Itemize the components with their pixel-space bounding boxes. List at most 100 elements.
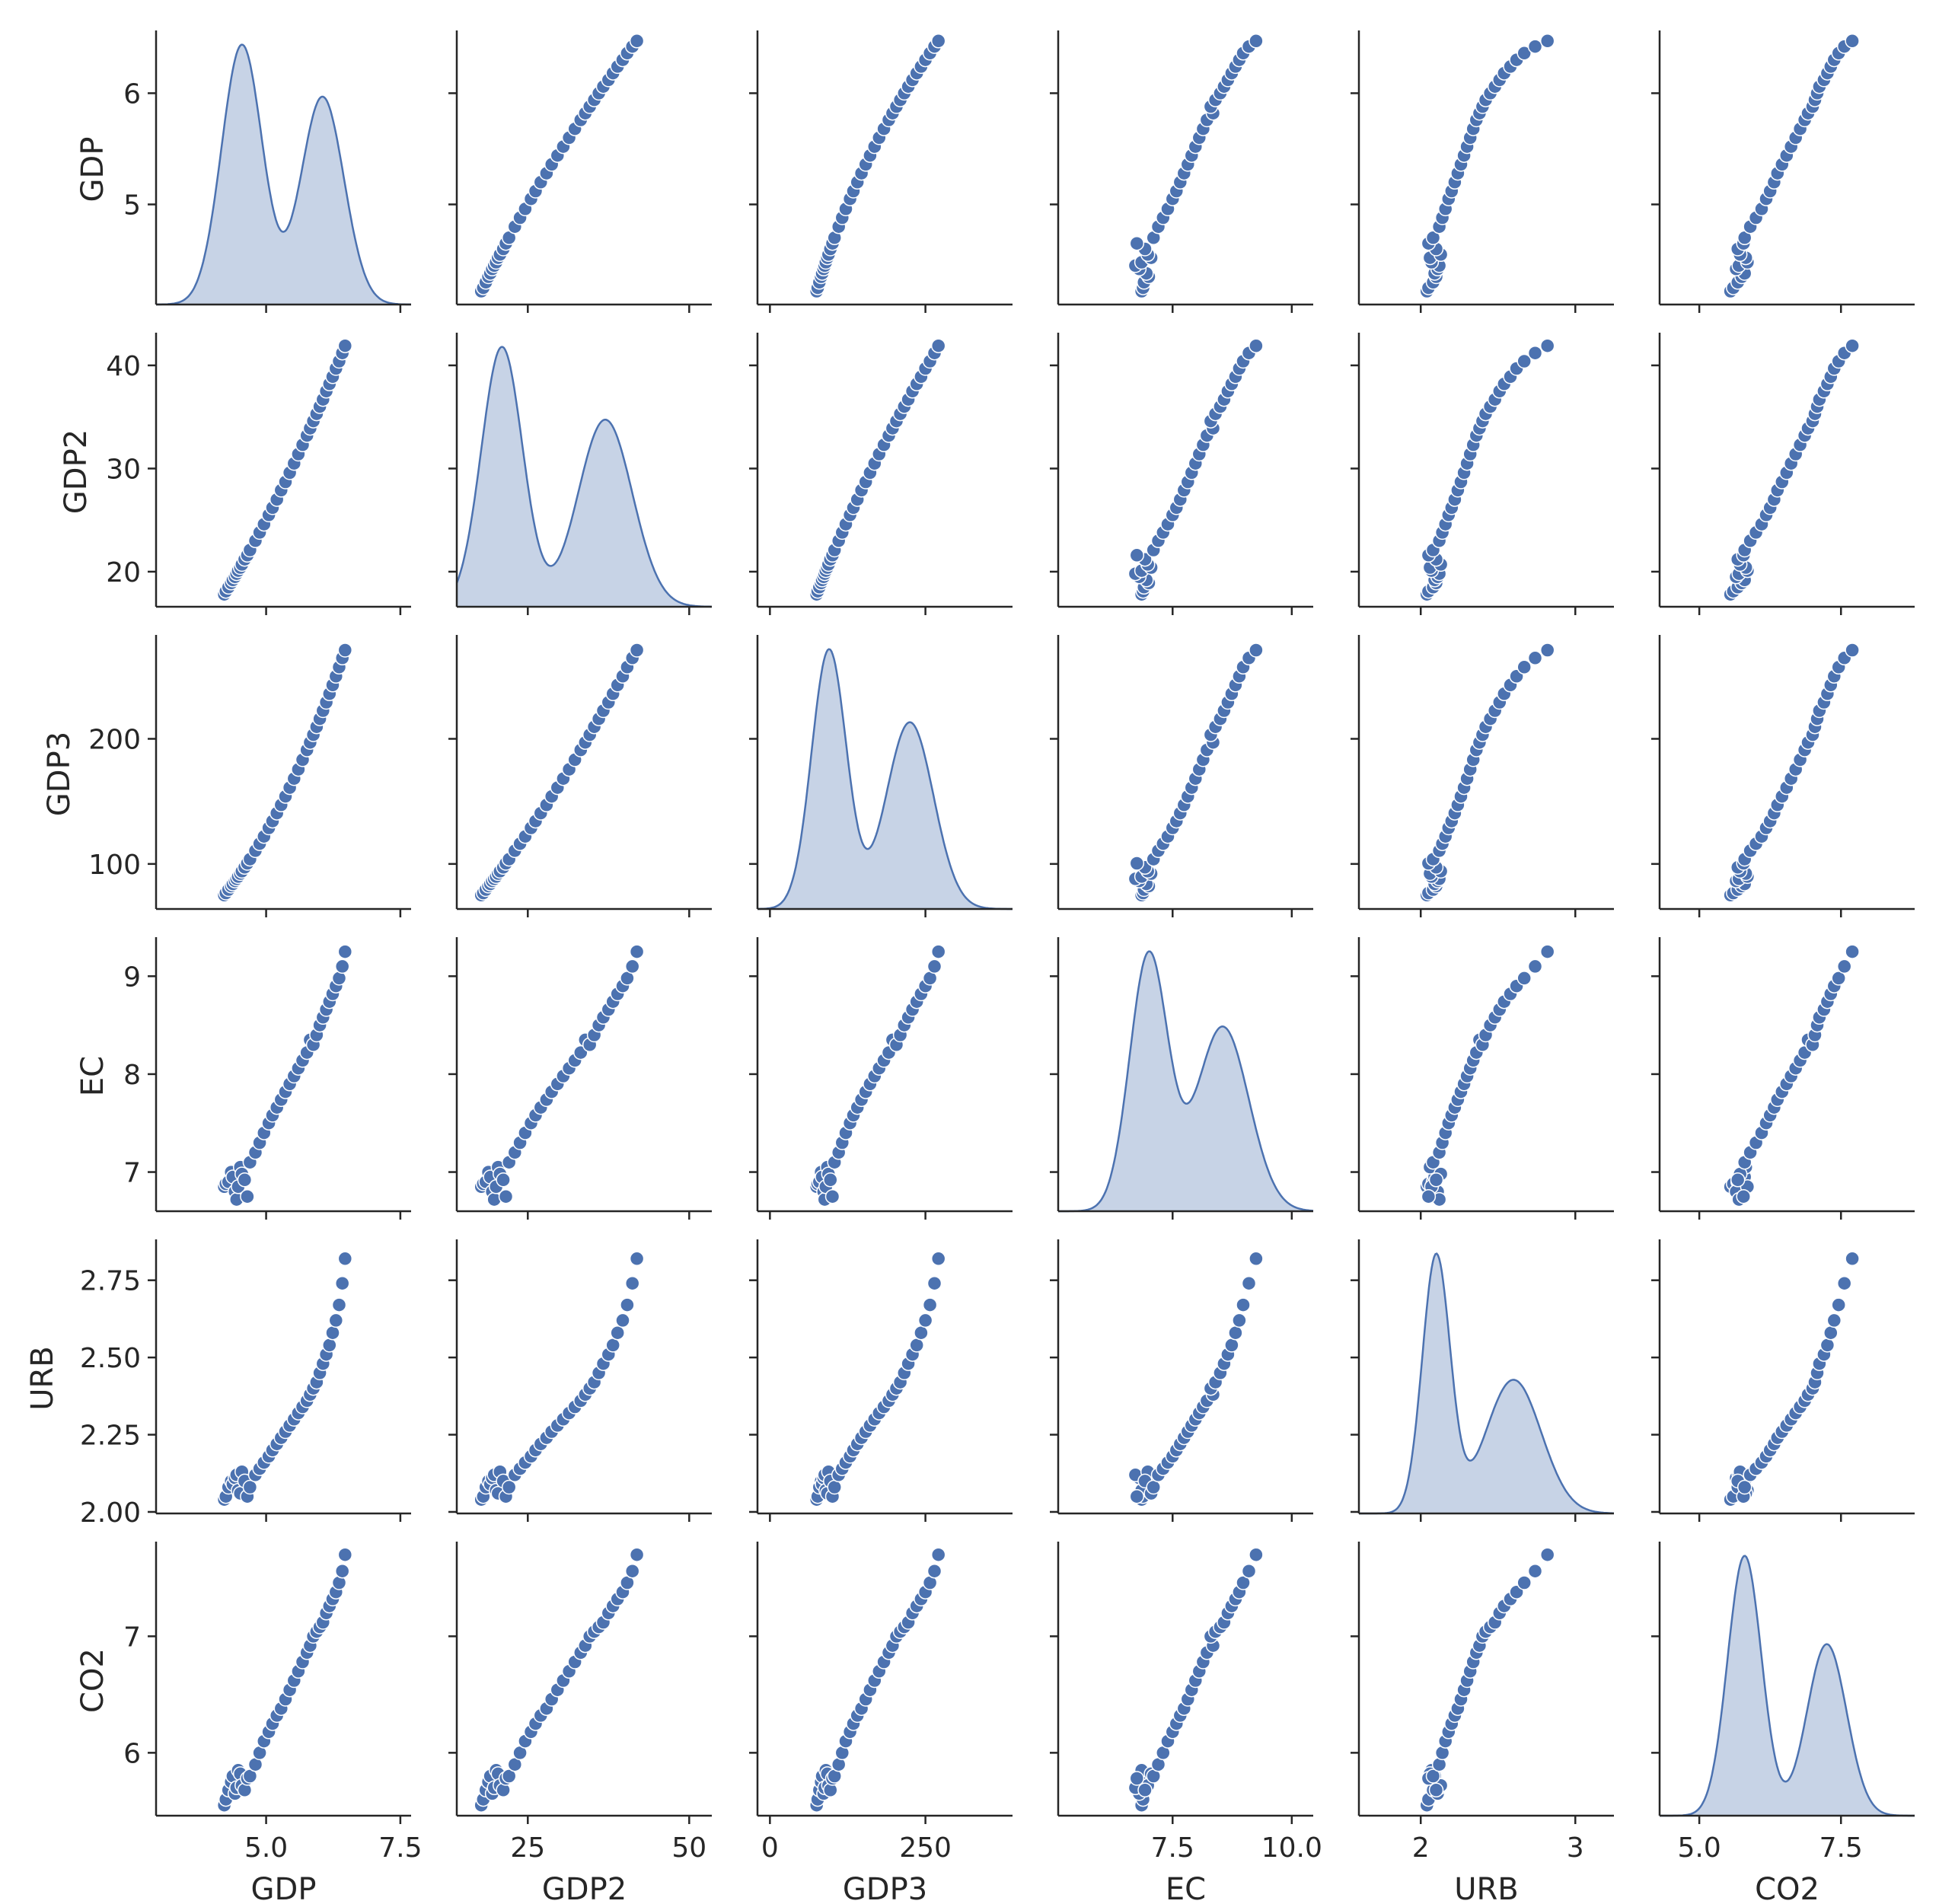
point-urb-vs-gdp3-36 xyxy=(926,1275,942,1291)
panel-ec-vs-gdp: 7 8 9 EC xyxy=(75,937,411,1220)
point-co2-vs-gdp-36 xyxy=(334,1563,350,1579)
point-ec-vs-gdp-37 xyxy=(337,944,353,959)
y-tick-label-ec: 7 xyxy=(123,1158,141,1189)
point-urb-vs-ec-32 xyxy=(1224,1338,1239,1353)
x-tick-label-gdp: 5.0 xyxy=(244,1832,288,1864)
panel-co2-vs-gdp2: 25 50 GDP2 xyxy=(448,1542,712,1904)
point-gdp3-vs-gdp2-37 xyxy=(629,643,645,658)
y-tick-label-urb: 2.50 xyxy=(80,1343,141,1374)
panel-gdp3-vs-ec xyxy=(1050,635,1313,917)
point-urb-vs-gdp2-34 xyxy=(615,1312,630,1328)
y-tick-label-co2: 7 xyxy=(123,1622,141,1653)
point-urb-vs-gdp2-32 xyxy=(605,1338,620,1353)
point-ec-vs-gdp2-11 xyxy=(498,1188,514,1204)
point-co2-vs-urb-12 xyxy=(1425,1768,1441,1784)
y-tick-label-gdp: 5 xyxy=(123,190,141,222)
y-axis-title-co2: CO2 xyxy=(75,1648,110,1713)
x-tick-label-gdp3: 0 xyxy=(761,1832,779,1864)
x-axis-title-gdp3: GDP3 xyxy=(843,1872,927,1900)
panel-co2-vs-urb: 2 3 URB xyxy=(1351,1542,1614,1904)
point-urb-vs-gdp-34 xyxy=(328,1312,344,1328)
point-ec-vs-urb-36 xyxy=(1527,958,1543,974)
point-gdp2-vs-gdp-37 xyxy=(337,338,353,353)
point-urb-vs-gdp3-32 xyxy=(909,1338,924,1353)
x-axis-title-gdp2: GDP2 xyxy=(542,1872,627,1900)
panel-gdp-vs-gdp: 5 6 GDP xyxy=(75,30,411,313)
point-urb-vs-co2-12 xyxy=(1737,1479,1752,1495)
point-co2-vs-gdp2-37 xyxy=(629,1547,645,1562)
panel-gdp-vs-gdp3 xyxy=(749,30,1013,313)
y-tick-label-ec: 9 xyxy=(123,962,141,993)
x-axis-title-gdp: GDP xyxy=(251,1872,317,1900)
point-urb-vs-ec-35 xyxy=(1236,1297,1251,1312)
kde-line-urb xyxy=(1359,1252,1614,1515)
point-gdp2-vs-urb-37 xyxy=(1539,338,1555,353)
point-gdp2-vs-ec-37 xyxy=(1249,338,1264,353)
point-ec-vs-gdp3-36 xyxy=(926,958,942,974)
kde-line-gdp2 xyxy=(455,346,712,608)
y-tick-label-gdp3: 200 xyxy=(88,724,141,755)
point-urb-vs-gdp-33 xyxy=(325,1325,340,1341)
point-ec-vs-urb-35 xyxy=(1516,971,1532,986)
point-gdp-vs-ec-11 xyxy=(1129,235,1145,251)
panel-gdp3-vs-gdp3 xyxy=(749,635,1013,917)
panel-urb-vs-co2 xyxy=(1651,1239,1915,1522)
y-axis-title-gdp2: GDP2 xyxy=(59,429,94,514)
panel-ec-vs-gdp2 xyxy=(448,937,712,1220)
x-tick-label-gdp3: 250 xyxy=(899,1832,952,1864)
point-gdp-vs-urb-36 xyxy=(1527,39,1543,54)
point-gdp3-vs-urb-35 xyxy=(1516,659,1532,675)
point-urb-vs-gdp-37 xyxy=(337,1251,353,1267)
point-ec-vs-gdp3-11 xyxy=(824,1188,840,1204)
x-tick-label-urb: 3 xyxy=(1567,1832,1584,1864)
point-urb-vs-gdp2-12 xyxy=(501,1479,517,1495)
point-gdp-vs-urb-35 xyxy=(1516,46,1532,61)
point-co2-vs-ec-10 xyxy=(1137,1782,1153,1798)
point-urb-vs-gdp-35 xyxy=(331,1297,347,1312)
panel-gdp3-vs-co2 xyxy=(1651,635,1915,917)
panel-ec-vs-ec xyxy=(1050,937,1314,1220)
point-urb-vs-ec-12 xyxy=(1146,1479,1161,1495)
y-tick-label-ec: 8 xyxy=(123,1060,141,1091)
point-gdp-vs-gdp2-37 xyxy=(629,33,645,49)
point-gdp2-vs-co2-37 xyxy=(1845,338,1860,353)
point-gdp3-vs-urb-37 xyxy=(1539,643,1555,658)
panel-gdp-vs-co2 xyxy=(1651,30,1915,313)
point-urb-vs-gdp-32 xyxy=(322,1338,337,1353)
kde-area-gdp3 xyxy=(757,649,1013,909)
point-urb-vs-gdp2-33 xyxy=(610,1325,625,1341)
point-co2-vs-ec-11 xyxy=(1129,1771,1145,1786)
x-tick-label-urb: 2 xyxy=(1412,1832,1430,1864)
point-ec-vs-co2-10 xyxy=(1730,1172,1746,1188)
panel-co2-vs-gdp3: 0 250 GDP3 xyxy=(749,1542,1013,1904)
panel-co2-vs-gdp: 5.0 7.5 GDP 6 7 CO2 xyxy=(75,1542,423,1904)
point-urb-vs-gdp3-37 xyxy=(930,1251,946,1267)
y-axis-title-gdp: GDP xyxy=(75,137,110,203)
panel-gdp2-vs-ec xyxy=(1050,333,1313,615)
x-tick-label-gdp: 7.5 xyxy=(378,1832,422,1864)
point-co2-vs-ec-37 xyxy=(1249,1547,1264,1562)
point-urb-vs-gdp2-35 xyxy=(620,1297,635,1312)
point-urb-vs-gdp3-12 xyxy=(827,1479,842,1495)
panel-gdp3-vs-urb xyxy=(1351,635,1614,917)
point-ec-vs-urb-10 xyxy=(1428,1172,1444,1188)
point-gdp3-vs-co2-37 xyxy=(1845,643,1860,658)
point-ec-vs-gdp3-37 xyxy=(930,944,946,959)
point-urb-vs-ec-37 xyxy=(1249,1251,1264,1267)
x-tick-label-co2: 5.0 xyxy=(1677,1832,1721,1864)
point-co2-vs-urb-35 xyxy=(1516,1575,1532,1590)
y-tick-label-gdp2: 20 xyxy=(106,557,141,588)
point-co2-vs-gdp-37 xyxy=(337,1547,353,1562)
point-ec-vs-urb-37 xyxy=(1539,944,1555,959)
point-ec-vs-urb-11 xyxy=(1421,1188,1437,1204)
panel-urb-vs-gdp: 2.00 2.25 2.50 2.75 URB xyxy=(25,1239,411,1529)
point-ec-vs-co2-11 xyxy=(1736,1188,1751,1204)
y-tick-label-gdp2: 30 xyxy=(106,454,141,485)
y-tick-label-urb: 2.75 xyxy=(80,1266,141,1297)
point-gdp-vs-gdp3-37 xyxy=(930,33,946,49)
kde-line-gdp xyxy=(155,43,411,306)
point-ec-vs-co2-36 xyxy=(1836,958,1852,974)
point-gdp-vs-urb-12 xyxy=(1425,230,1441,246)
point-gdp3-vs-ec-11 xyxy=(1129,856,1145,871)
